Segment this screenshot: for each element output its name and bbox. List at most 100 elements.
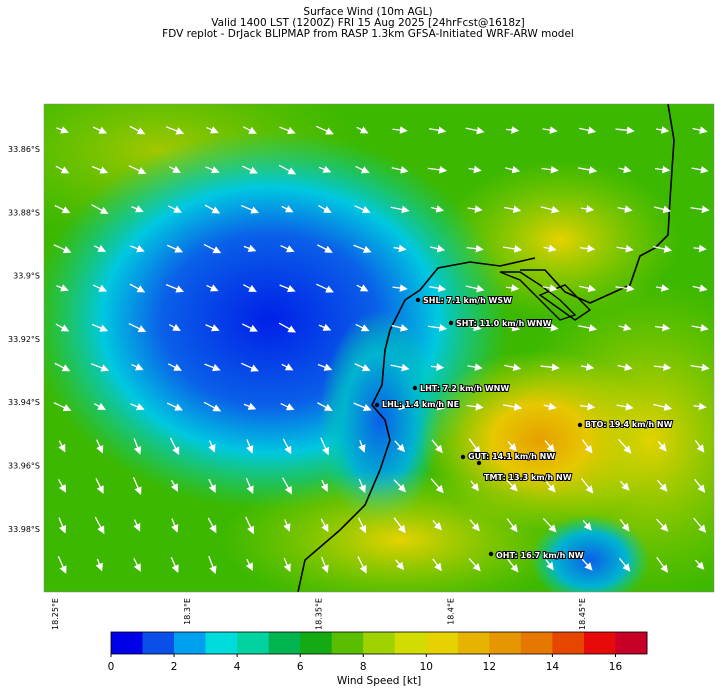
- wind-arrow: [654, 323, 671, 332]
- map-frame: [43, 103, 715, 593]
- wind-arrow: [58, 440, 66, 453]
- colorbar-tick-label: 14: [546, 661, 560, 673]
- station-label: LHT: 7.2 km/h WNW: [420, 384, 509, 393]
- wind-arrow: [506, 480, 518, 492]
- wind-arrow: [91, 323, 109, 332]
- colorbar-segment: [394, 632, 427, 654]
- wind-arrow: [466, 244, 484, 253]
- station-label: TMT: 13.3 km/h NW: [484, 473, 572, 482]
- wind-arrow: [204, 204, 221, 214]
- lon-label: 18.35°E: [315, 598, 324, 630]
- wind-arrow: [390, 205, 410, 214]
- wind-arrow: [430, 478, 444, 494]
- wind-arrow: [581, 439, 593, 454]
- wind-arrow: [95, 558, 103, 572]
- wind-arrow: [316, 125, 334, 135]
- station-dot: [460, 454, 466, 460]
- lon-labels: 18.25°E 18.3°E 18.35°E 18.4°E 18.45°E: [51, 598, 587, 630]
- wind-arrow: [355, 323, 370, 332]
- wind-arrow: [280, 402, 295, 411]
- colorbar-tick-label: 10: [420, 661, 433, 673]
- wind-arrow: [129, 283, 146, 293]
- wind-arrow: [578, 166, 598, 174]
- wind-arrow: [656, 479, 668, 492]
- wind-arrow: [693, 517, 707, 533]
- wind-arrow: [468, 598, 481, 611]
- wind-arrow: [320, 437, 330, 456]
- wind-arrow: [317, 363, 333, 371]
- wind-arrow: [429, 284, 447, 293]
- wind-arrow: [242, 323, 258, 332]
- station-dot: [415, 297, 421, 303]
- wind-arrow: [395, 599, 404, 610]
- wind-arrow: [353, 244, 372, 254]
- wind-arrow: [503, 245, 523, 253]
- wind-arrow: [695, 599, 705, 609]
- wind-arrow: [504, 363, 522, 372]
- wind-arrow: [541, 323, 559, 332]
- lat-labels: 33.86°S 33.88°S 33.9°S 33.92°S 33.94°S 33.96°…: [8, 145, 40, 534]
- wind-arrow: [171, 596, 179, 612]
- colorbar-segment: [363, 632, 396, 654]
- wind-arrow: [316, 283, 334, 293]
- lat-label: 33.86°S: [8, 145, 40, 154]
- map: SHL: 7.1 km/h WSW SHT: 11.0 km/h WNW LHT: …: [44, 104, 714, 612]
- wind-arrow: [655, 126, 670, 134]
- colorbar-segment: [615, 632, 648, 654]
- wind-arrow: [354, 363, 371, 372]
- wind-arrow: [353, 402, 372, 412]
- wind-arrow: [579, 284, 597, 293]
- wind-arrow: [168, 323, 181, 332]
- wind-arrow: [468, 323, 482, 332]
- wind-arrow: [358, 478, 366, 494]
- wind-arrow: [579, 244, 596, 253]
- wind-arrow: [392, 126, 408, 134]
- lat-label: 33.94°S: [8, 398, 40, 407]
- wind-arrow: [617, 205, 633, 213]
- wind-arrow: [321, 556, 329, 574]
- wind-arrow: [130, 245, 145, 253]
- station-label: BTO: 19.4 km/h NW: [585, 420, 673, 429]
- wind-arrow: [615, 284, 635, 293]
- wind-arrow: [241, 165, 258, 174]
- wind-arrow: [690, 205, 710, 214]
- station-label: OHT: 16.7 km/h NW: [496, 551, 584, 560]
- wind-arrow: [243, 244, 257, 252]
- coastline: [297, 104, 675, 592]
- wind-arrow: [690, 363, 710, 372]
- wind-arrow: [695, 559, 705, 570]
- wind-arrow: [56, 126, 69, 134]
- colorbar-segment: [520, 632, 553, 654]
- wind-arrow: [543, 244, 557, 253]
- wind-arrow: [97, 598, 102, 611]
- wind-arrow: [358, 517, 367, 534]
- wind-arrow: [656, 518, 669, 532]
- wind-arrow: [545, 598, 554, 609]
- wind-arrow: [505, 284, 520, 292]
- wind-arrow: [579, 402, 596, 411]
- lat-label: 33.98°S: [8, 525, 40, 534]
- wind-arrow: [279, 126, 296, 135]
- wind-arrow: [544, 440, 555, 453]
- wind-arrow: [94, 516, 105, 535]
- colorbar-tick-label: 0: [108, 661, 115, 673]
- wind-arrow: [694, 439, 705, 453]
- wind-arrow: [582, 519, 592, 531]
- wind-arrow: [693, 244, 707, 253]
- field: [220, 470, 580, 592]
- wind-arrow: [430, 244, 446, 253]
- colorbar-tick-label: 8: [360, 661, 367, 673]
- colorbar-segment: [552, 632, 585, 654]
- wind-arrow: [691, 165, 709, 174]
- wind-arrow: [58, 517, 67, 534]
- wind-arrow: [617, 438, 632, 454]
- wind-arrow: [616, 402, 634, 411]
- wind-arrow: [653, 245, 673, 253]
- lon-label: 18.3°E: [183, 598, 192, 625]
- wind-arrow: [96, 439, 104, 454]
- wind-arrow: [540, 205, 560, 214]
- wind-arrow: [128, 165, 147, 175]
- station-dot: [412, 385, 418, 391]
- wind-arrow: [168, 165, 181, 173]
- colorbar-segment: [174, 632, 207, 654]
